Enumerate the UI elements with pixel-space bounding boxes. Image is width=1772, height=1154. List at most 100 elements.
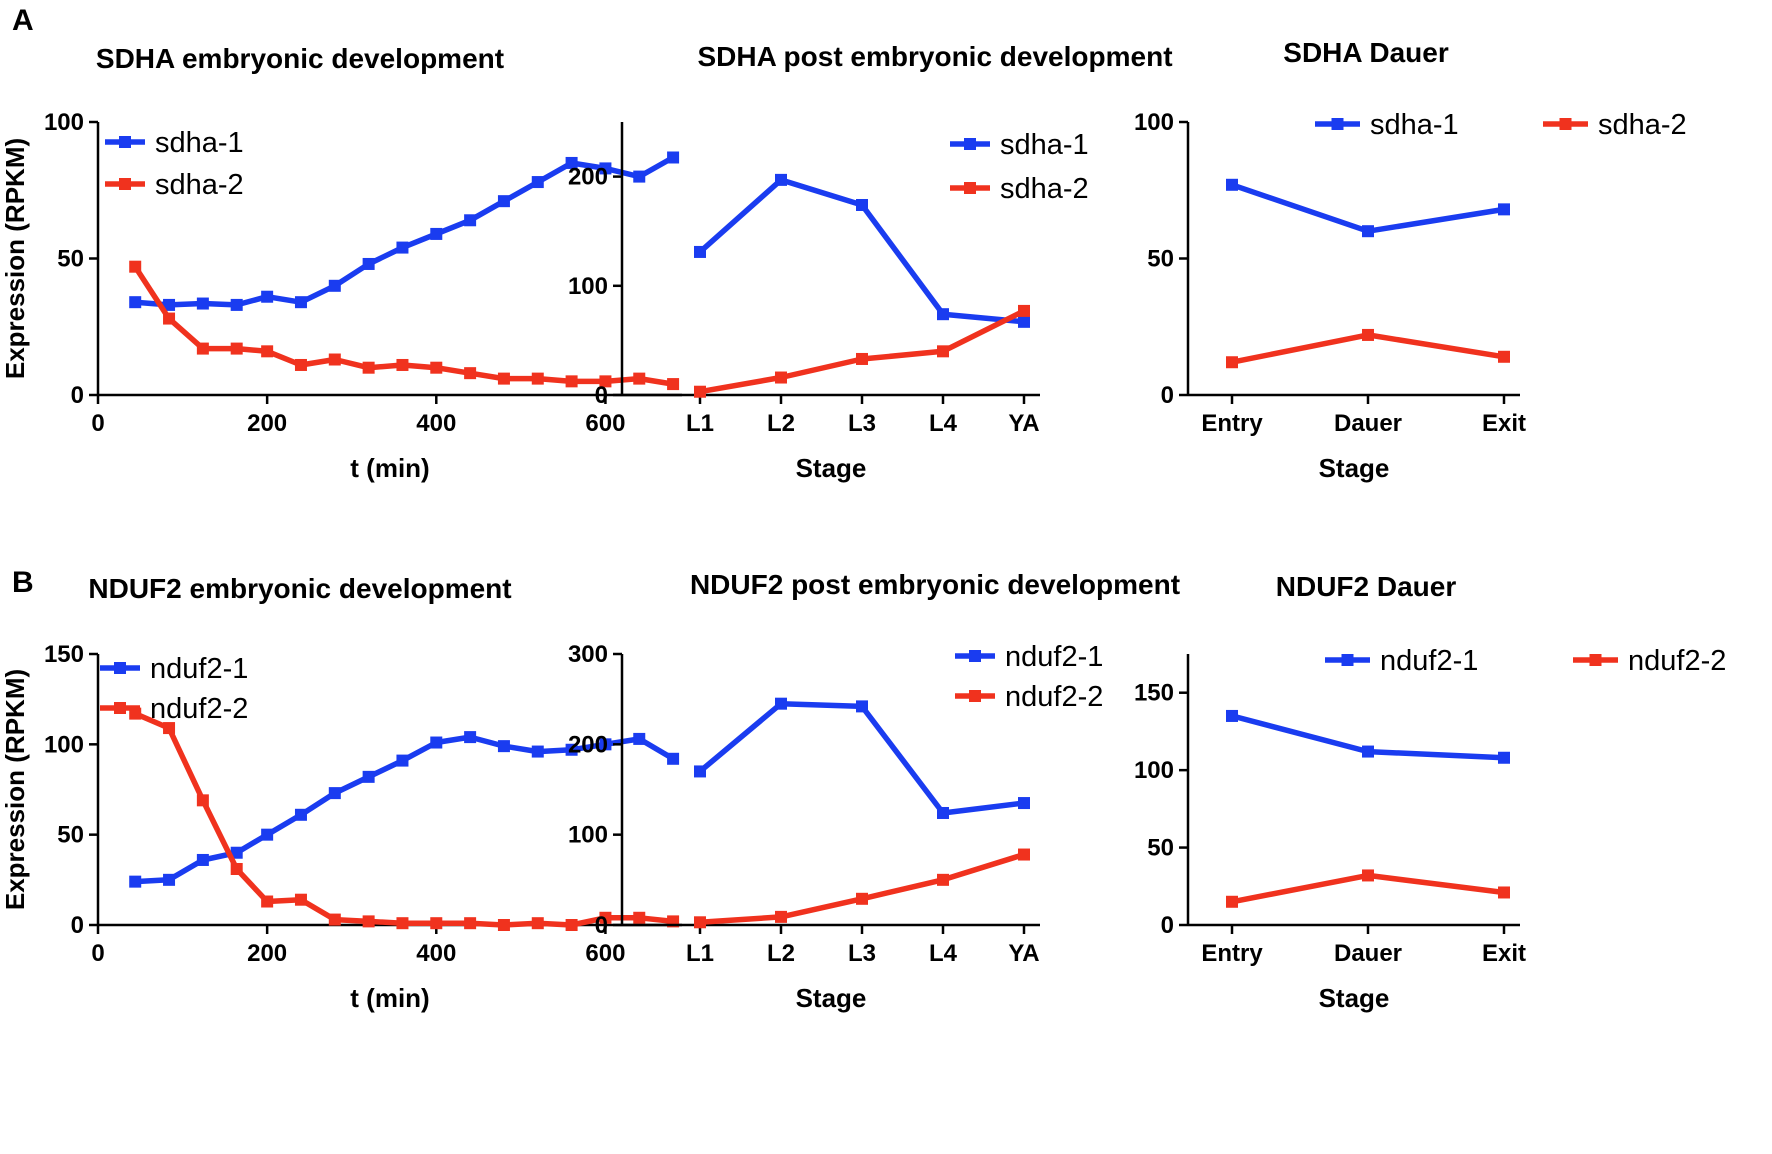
data-point-sdha-1: [328, 279, 341, 292]
data-point-nduf2-1: [396, 754, 409, 767]
data-point-nduf2-2: [1362, 869, 1374, 882]
x-tick-label: 400: [416, 410, 456, 437]
data-point-sdha-2: [294, 358, 307, 371]
legend-swatch-marker: [969, 650, 981, 662]
y-tick-label: 200: [568, 164, 608, 191]
data-point-sdha-1: [667, 151, 680, 164]
data-point-nduf2-2: [531, 917, 544, 930]
y-tick-label: 0: [71, 912, 84, 939]
data-point-sdha-1: [396, 241, 409, 254]
x-tick-label: Entry: [1201, 940, 1263, 967]
data-point-sdha-1: [294, 296, 307, 309]
data-point-sdha-2: [1018, 304, 1030, 317]
y-tick-label: 0: [71, 382, 84, 409]
chart-6: NDUF2 Dauer 0 50 100 150 Entry Dauer Exit Stage n…: [1134, 571, 1726, 1013]
data-point-nduf2-1: [856, 700, 868, 713]
data-point-nduf2-1: [775, 697, 787, 710]
y-tick-label: 50: [57, 822, 84, 849]
panel-label-a: A: [12, 4, 34, 37]
y-tick-label: 100: [568, 822, 608, 849]
y-tick-label: 100: [1134, 757, 1174, 784]
data-point-sdha-2: [856, 352, 868, 365]
x-tick-label: 0: [91, 940, 104, 967]
data-point-nduf2-1: [1498, 751, 1510, 764]
data-point-sdha-1: [694, 245, 706, 258]
x-tick-label: Exit: [1482, 410, 1526, 437]
chart-5: NDUF2 post embryonic development 0 100 200 3…: [568, 569, 1180, 1013]
data-point-sdha-1: [937, 308, 949, 321]
data-point-sdha-2: [328, 353, 341, 366]
data-point-nduf2-1: [565, 743, 578, 756]
data-point-nduf2-1: [1226, 709, 1238, 722]
x-axis-label: Stage: [1319, 983, 1390, 1013]
chart-title: SDHA embryonic development: [96, 43, 504, 74]
data-point-nduf2-1: [230, 846, 243, 859]
data-point-nduf2-2: [856, 892, 868, 905]
data-point-sdha-2: [1362, 328, 1374, 341]
x-tick-label: Dauer: [1334, 410, 1402, 437]
series-line-sdha-2: [699, 308, 1026, 395]
x-tick-label: L3: [848, 940, 876, 967]
data-point-nduf2-2: [1018, 848, 1030, 861]
data-point-sdha-2: [694, 385, 706, 398]
data-point-nduf2-1: [261, 828, 274, 841]
data-point-nduf2-2: [163, 722, 176, 735]
x-tick-label: 600: [585, 940, 625, 967]
data-point-nduf2-1: [129, 875, 142, 888]
data-point-nduf2-2: [328, 913, 341, 926]
legend-swatch-marker: [1559, 118, 1572, 130]
legend-label: nduf2-2: [150, 693, 248, 725]
y-tick-label: 200: [568, 731, 608, 758]
legend-swatch-marker: [1589, 654, 1602, 666]
data-point-nduf2-1: [937, 806, 949, 819]
y-tick-label: 0: [1161, 382, 1174, 409]
legend-swatch-marker: [1331, 118, 1344, 130]
data-point-sdha-2: [230, 342, 243, 355]
data-point-sdha-1: [775, 173, 787, 186]
y-tick-label: 100: [44, 109, 84, 136]
data-point-sdha-2: [775, 371, 787, 384]
x-tick-label: 0: [91, 410, 104, 437]
data-point-sdha-2: [261, 345, 274, 358]
x-tick-label: L4: [929, 940, 958, 967]
data-point-nduf2-2: [1226, 895, 1238, 908]
data-point-nduf2-2: [464, 917, 477, 930]
data-point-nduf2-1: [328, 787, 341, 800]
y-tick-label: 0: [595, 912, 608, 939]
data-point-sdha-2: [937, 345, 949, 358]
data-point-nduf2-2: [1498, 886, 1510, 899]
data-point-nduf2-2: [396, 917, 409, 930]
data-point-sdha-2: [1498, 350, 1510, 363]
data-point-sdha-2: [565, 375, 578, 388]
data-point-sdha-2: [667, 378, 680, 391]
y-tick-label: 0: [595, 382, 608, 409]
chart-title: NDUF2 Dauer: [1276, 571, 1457, 602]
data-point-sdha-1: [261, 290, 274, 303]
x-axis-label: Stage: [796, 453, 867, 483]
x-tick-label: 600: [585, 410, 625, 437]
legend-label: sdha-1: [155, 127, 244, 159]
legend-swatch-marker: [119, 136, 131, 148]
x-axis-label: t (min): [350, 983, 429, 1013]
data-point-sdha-1: [430, 227, 443, 240]
data-point-sdha-2: [633, 372, 646, 385]
legend-label: sdha-2: [1598, 109, 1687, 141]
data-point-nduf2-1: [497, 740, 510, 753]
chart-title: SDHA post embryonic development: [697, 41, 1172, 72]
data-point-nduf2-2: [261, 895, 274, 908]
data-point-sdha-2: [430, 361, 443, 374]
data-point-nduf2-2: [937, 873, 949, 886]
y-axis-label: Expression (RPKM): [0, 669, 30, 910]
x-tick-label: L2: [767, 940, 795, 967]
data-point-nduf2-1: [694, 765, 706, 778]
x-tick-label: Entry: [1201, 410, 1263, 437]
data-point-sdha-1: [464, 214, 477, 227]
y-tick-label: 50: [57, 246, 84, 273]
x-tick-label: Exit: [1482, 940, 1526, 967]
data-point-sdha-1: [565, 156, 578, 169]
data-point-nduf2-2: [565, 919, 578, 931]
data-point-sdha-2: [396, 358, 409, 371]
data-point-nduf2-2: [694, 916, 706, 929]
legend-label: nduf2-1: [1005, 641, 1103, 673]
